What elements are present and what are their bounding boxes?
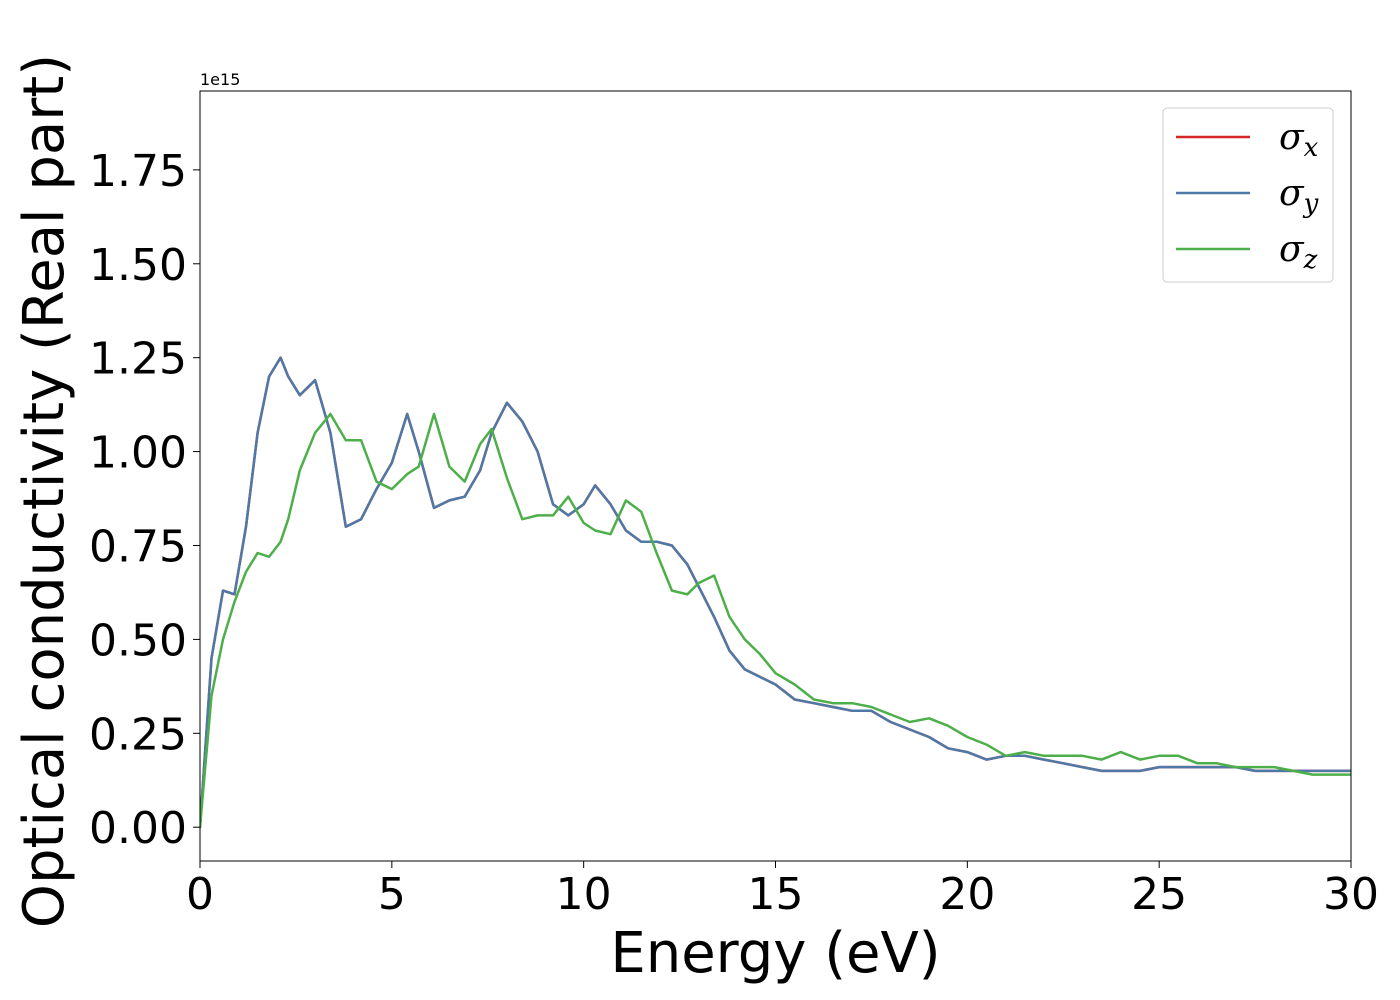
x-tick-label: 20 bbox=[939, 869, 995, 920]
x-tick-label: 30 bbox=[1323, 869, 1379, 920]
y-tick-label: 0.50 bbox=[89, 615, 187, 666]
series-layer bbox=[200, 356, 1351, 829]
series-line-2 bbox=[200, 356, 1351, 829]
x-axis-title: Energy (eV) bbox=[610, 921, 940, 986]
legend-label: σz bbox=[1279, 229, 1318, 275]
legend-label: σx bbox=[1279, 117, 1319, 163]
y-tick-label: 1.00 bbox=[89, 428, 187, 479]
y-offset-label: 1e15 bbox=[200, 70, 240, 89]
y-tick-label: 0.25 bbox=[89, 709, 187, 760]
x-tick-label: 10 bbox=[556, 869, 612, 920]
legend-label: σy bbox=[1279, 173, 1319, 219]
y-axis: 0.00 0.25 0.50 0.75 1.00 1.25 1.50 1.75 bbox=[89, 146, 200, 854]
x-tick-label: 25 bbox=[1131, 869, 1187, 920]
x-tick-label: 0 bbox=[186, 869, 214, 920]
series-line-3 bbox=[200, 412, 1351, 829]
y-tick-label: 1.50 bbox=[89, 240, 187, 291]
legend: σx σy σz bbox=[1162, 107, 1334, 283]
x-tick-label: 15 bbox=[748, 869, 804, 920]
x-tick-label: 5 bbox=[378, 869, 406, 920]
y-axis-title: Optical conductivity (Real part) bbox=[12, 54, 77, 928]
legend-box bbox=[1162, 107, 1334, 283]
y-tick-label: 1.75 bbox=[89, 146, 187, 197]
y-tick-label: 1.25 bbox=[89, 334, 187, 385]
y-tick-label: 0.00 bbox=[89, 803, 187, 854]
y-tick-label: 0.75 bbox=[89, 521, 187, 572]
x-axis: 0 5 10 15 20 25 30 bbox=[186, 861, 1379, 920]
